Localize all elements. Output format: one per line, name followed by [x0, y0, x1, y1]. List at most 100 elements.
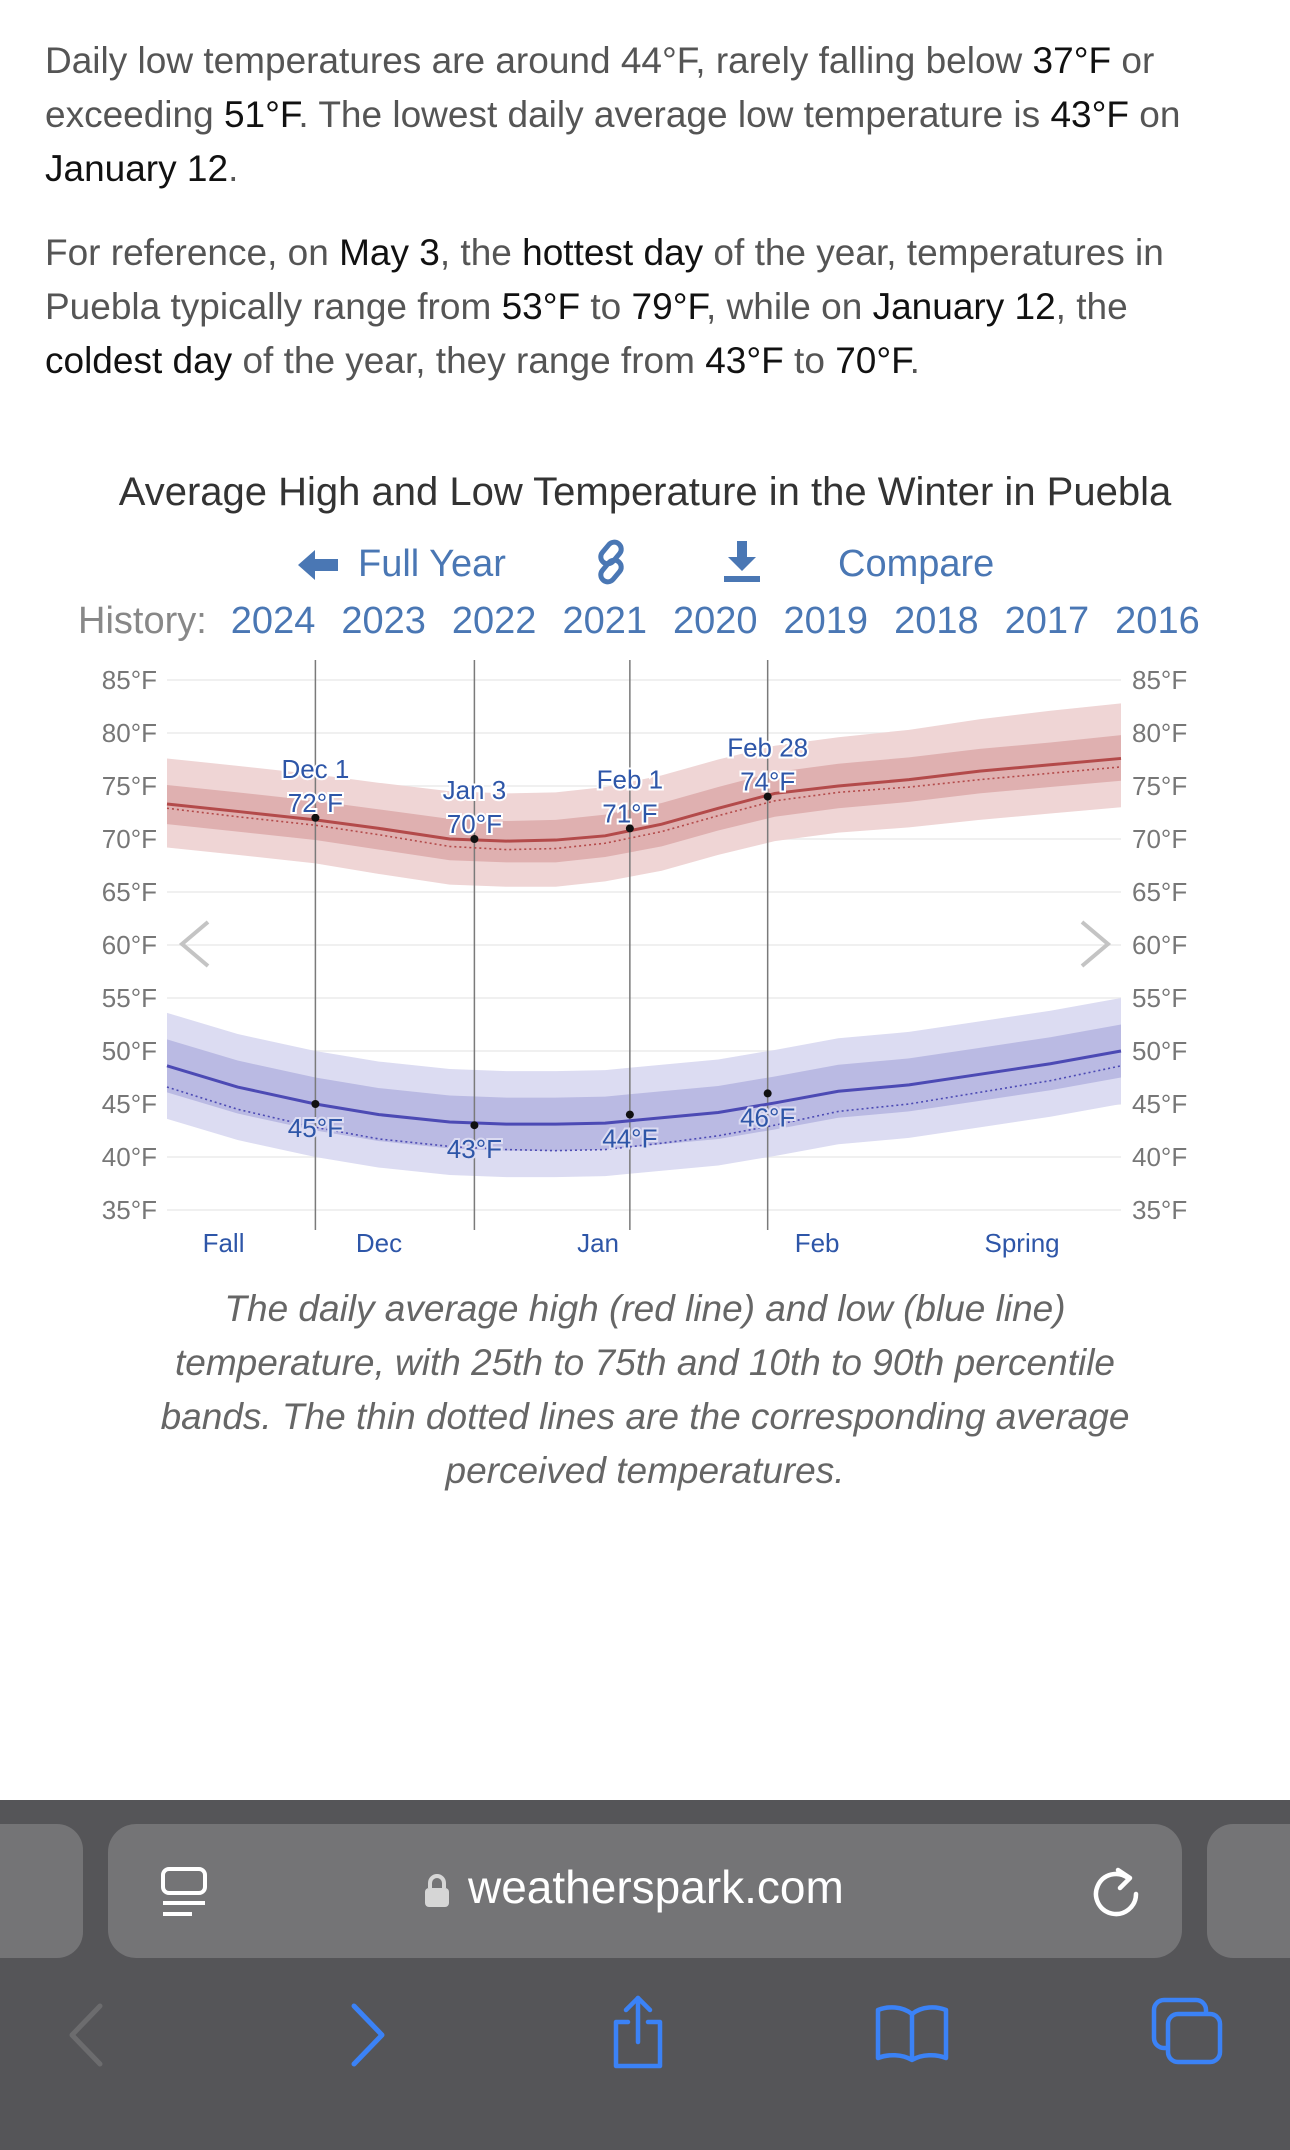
address-bar[interactable]: weatherspark.com	[108, 1824, 1182, 1958]
forward-icon[interactable]	[348, 2000, 388, 2070]
y-axis-ticks: 35°F 35°F 40°F 40°F 45°F 45°F 50°F 50°F 55°F 55°F…	[102, 665, 1187, 1225]
annotation-value: 70°F	[447, 809, 502, 839]
y-tick-label-right: 35°F	[1132, 1195, 1187, 1225]
y-tick-label-right: 50°F	[1132, 1036, 1187, 1066]
low-perceived-line	[166, 1065, 1122, 1152]
tabs-icon[interactable]	[1150, 1996, 1224, 2066]
text: of the year, temperatures in Puebla typi…	[45, 232, 1164, 327]
text: or exceeding	[45, 40, 1155, 135]
y-tick-label-left: 50°F	[102, 1036, 157, 1066]
text: of the year, they range from	[232, 340, 706, 381]
annotation-value: 45°F	[288, 1113, 343, 1143]
history-year-link[interactable]: 2022	[451, 600, 537, 642]
text: . The lowest daily average low temperatu…	[298, 94, 1051, 135]
bookmarks-icon[interactable]	[874, 2002, 950, 2064]
reload-icon[interactable]	[1090, 1864, 1142, 1920]
annotation-date: Dec 1	[281, 754, 349, 784]
value: January 12	[45, 148, 229, 189]
y-tick-label-right: 85°F	[1132, 665, 1187, 695]
value: 43°F	[705, 340, 784, 381]
y-tick-label-left: 75°F	[102, 771, 157, 801]
y-tick-label-left: 70°F	[102, 824, 157, 854]
temperature-chart: Dec 1 72°F Jan 3 70°F Feb 1 71°F Feb 28 74°F 45°…	[102, 660, 1187, 1258]
annotation-date: Feb 28	[727, 733, 808, 763]
x-axis-label: Jan	[577, 1228, 619, 1258]
annotation-value: 74°F	[740, 767, 795, 797]
annotation-value: 71°F	[602, 798, 657, 828]
download-icon	[724, 541, 760, 582]
y-tick-label-left: 80°F	[102, 718, 157, 748]
lock-icon	[425, 1874, 449, 1907]
annotation-point	[311, 1100, 320, 1108]
y-tick-label-left: 55°F	[102, 983, 157, 1013]
history-year-link[interactable]: 2017	[1004, 600, 1090, 642]
value: 53°F	[501, 286, 581, 327]
high-perceived-line	[166, 766, 1122, 851]
url-text: weatherspark.com	[468, 1861, 844, 1913]
annotation-point	[311, 813, 320, 822]
browser-bottom-bar: weatherspark.com	[0, 1800, 1290, 2150]
history-year-link[interactable]: 2021	[562, 600, 647, 642]
chevron-right-icon[interactable]	[1080, 920, 1112, 968]
permalink-button[interactable]	[590, 539, 632, 585]
value: 43°F	[1050, 94, 1129, 135]
annotation-value: 46°F	[740, 1102, 795, 1132]
text: For reference, on	[45, 232, 340, 273]
x-axis-label: Feb	[795, 1228, 840, 1258]
y-tick-label-left: 45°F	[102, 1089, 157, 1119]
back-icon[interactable]	[66, 2000, 106, 2070]
chart-caption: The daily average high (red line) and lo…	[160, 1288, 1130, 1491]
y-tick-label-right: 70°F	[1132, 824, 1187, 854]
low-temperature-paragraph: Daily low temperatures are around 44°F, …	[45, 34, 1255, 196]
download-button[interactable]	[722, 539, 762, 583]
history-year-link[interactable]: 2020	[672, 600, 758, 642]
text: Daily low temperatures are around 44°F, …	[45, 40, 1033, 81]
value: 70°F	[835, 340, 910, 381]
text: , the	[439, 232, 523, 273]
full-year-link[interactable]: Full Year	[298, 543, 506, 586]
y-tick-label-right: 55°F	[1132, 983, 1187, 1013]
y-tick-label-left: 40°F	[102, 1142, 157, 1172]
text: on	[1129, 94, 1181, 135]
text: .	[228, 148, 239, 189]
compare-link[interactable]: Compare	[838, 543, 994, 586]
annotation-value: 44°F	[602, 1124, 657, 1154]
annotation-date: Jan 3	[443, 775, 507, 805]
text: to	[580, 286, 632, 327]
history-year-link[interactable]: 2023	[341, 600, 426, 642]
page-menu-icon[interactable]	[160, 1866, 208, 1918]
text: .	[909, 340, 920, 381]
x-axis-label: Spring	[984, 1228, 1059, 1258]
text: , the	[1055, 286, 1128, 327]
annotation-value: 72°F	[288, 788, 343, 818]
y-tick-label-left: 35°F	[102, 1195, 157, 1225]
y-tick-label-right: 80°F	[1132, 718, 1187, 748]
annotation-point	[625, 824, 634, 833]
y-tick-label-right: 45°F	[1132, 1089, 1187, 1119]
history-year-list: History: 2024 2023 2022 2021 2020 2019 2018 2017…	[78, 600, 1246, 660]
annotation-point	[763, 1089, 772, 1098]
x-axis-label: Dec	[356, 1228, 402, 1258]
next-tab-preview[interactable]	[1207, 1824, 1290, 1958]
history-year-link[interactable]: 2016	[1115, 600, 1200, 642]
value: 37°F	[1032, 40, 1112, 81]
annotation-date: Feb 1	[597, 764, 664, 794]
history-year-link[interactable]: 2018	[894, 600, 979, 642]
annotation-value: 43°F	[447, 1134, 502, 1164]
y-tick-label-left: 65°F	[102, 877, 157, 907]
compare-label: Compare	[838, 543, 995, 585]
chart-annotations: Dec 1 72°F Jan 3 70°F Feb 1 71°F Feb 28 74°F 45°…	[279, 731, 810, 1167]
share-icon[interactable]	[608, 1994, 668, 2070]
history-year-link[interactable]: 2019	[783, 600, 869, 642]
chevron-left-icon[interactable]	[178, 920, 210, 968]
value: January 12	[872, 286, 1056, 327]
history-year-link[interactable]: 2024	[230, 600, 316, 642]
full-year-label: Full Year	[358, 543, 506, 585]
text: to	[783, 340, 836, 381]
value: hottest day	[522, 232, 704, 273]
chart-bands	[167, 703, 1121, 1178]
value: coldest day	[45, 340, 233, 381]
y-tick-label-right: 60°F	[1132, 930, 1187, 960]
previous-tab-preview[interactable]	[0, 1824, 83, 1958]
value: 51°F	[223, 94, 299, 135]
